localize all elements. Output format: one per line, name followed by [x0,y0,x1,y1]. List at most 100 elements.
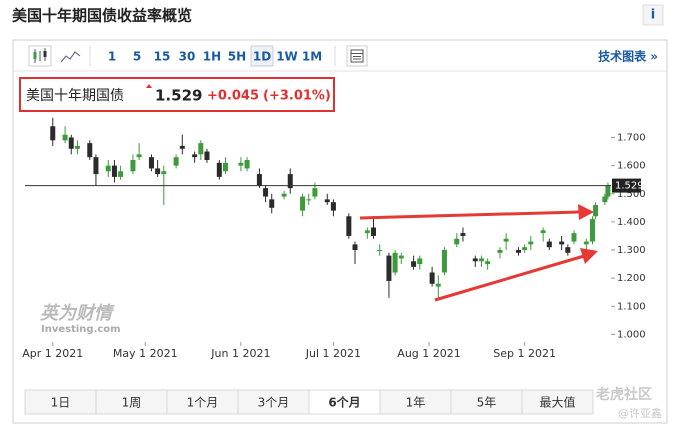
candle-body [460,233,466,236]
candle-body [478,258,484,262]
candle-body [485,261,491,265]
candle-body [497,250,503,253]
interval-bar: 1 5 15 30 1H 5H 1D 1W 1M [108,45,322,67]
candle-body [216,162,222,177]
candle-body [392,252,398,273]
candle-body [136,154,142,158]
candle-body [522,247,528,250]
candle-body [398,255,404,259]
candle-body [411,261,417,267]
candle-body [377,250,383,251]
x-tick-label: Jun 1 2021 [210,347,270,360]
candle-body [173,157,179,166]
range-tab-label: 5年 [477,396,497,410]
candle-body [435,283,441,287]
line-icon[interactable] [60,51,81,63]
candle-body [546,241,552,248]
candle-body [238,162,244,166]
candle-body [571,233,577,242]
candle-body [256,174,262,186]
interval[interactable]: 1 [108,50,116,64]
candle-body [441,250,447,273]
y-tick-label: 1.200 [617,273,646,284]
range-tab[interactable] [308,389,381,415]
candle-body [540,230,546,234]
interval[interactable]: 5H [228,50,246,64]
candle-body [346,216,352,236]
candle-body [161,171,167,175]
candle-body [68,137,74,149]
range-tab[interactable] [95,389,168,415]
last-price-tag [612,178,641,193]
candle-body [50,126,56,141]
candle-body [93,157,99,175]
range-tab-label: 1个月 [187,396,219,410]
candle-body [263,188,269,197]
candle-body [148,157,154,169]
overlay-site: 老虎社区 [596,386,652,403]
candle-body [204,151,210,160]
y-tick-label: 1.400 [617,217,646,228]
interval[interactable]: 1D [253,50,271,64]
table-icon[interactable] [346,45,368,67]
interval-selected [250,45,274,67]
candle-body [198,143,204,155]
y-tick-label: 1.700 [617,133,646,144]
range-tabs: 1日 1周 1个月 3个月 6个月 1年 5年 最大值 [24,389,594,415]
highlight-box [19,77,335,112]
range-tab-label: 6个月 [328,395,360,410]
instrument-name: 美国十年期国债 [26,88,124,104]
candle-body [192,154,198,158]
candle-body [130,160,136,172]
candle-body [472,258,478,262]
candle-body [87,143,93,158]
candle-icon[interactable] [28,45,52,67]
interval[interactable]: 5 [133,50,141,64]
range-tab-label: 1日 [51,396,71,410]
y-tick-label: 1.600 [617,161,646,172]
x-tick-label: Apr 1 2021 [22,347,83,360]
candle-body [269,199,275,208]
interval[interactable]: 1M [302,50,322,64]
range-tab[interactable] [521,389,594,415]
last-price-label: 1.529 [615,181,644,192]
tools-link[interactable]: 技术图表 » [598,49,658,64]
interval[interactable]: 1W [276,50,298,64]
watermark-sub: Investing.com [41,324,121,335]
up-arrow [146,84,152,88]
x-tick-label: Sep 1 2021 [493,347,556,360]
candle-body [111,165,117,177]
interval[interactable]: 30 [179,50,196,64]
interval[interactable]: 1H [203,50,221,64]
candle-body [454,238,460,245]
range-tab[interactable] [379,389,452,415]
candle-body [330,202,336,211]
interval[interactable]: 15 [154,50,171,64]
range-tab-label: 3个月 [258,396,290,410]
candle-body [565,247,571,253]
info-icon: i [651,8,655,23]
range-tab-label: 最大值 [539,395,575,410]
y-tick-label: 1.500 [617,189,646,200]
candle-body [528,241,534,245]
candle-body [306,199,312,201]
candle-body [602,196,608,203]
info-button[interactable] [642,4,664,26]
x-tick-label: Jul 1 2021 [305,347,361,360]
candle-body [300,196,306,211]
candle-body [287,174,293,189]
candle-body [179,145,185,149]
candle-body [74,145,80,149]
x-tick-label: Aug 1 2021 [397,347,460,360]
candle-body [312,188,318,197]
candle-body [593,205,599,217]
candle-body [605,185,611,197]
candle-body [364,230,370,234]
candle-body [503,238,509,242]
candle-body [583,241,589,245]
page-title: 美国十年期国债收益率概览 [12,7,192,25]
candle-body [515,250,521,253]
range-tab[interactable] [237,389,310,415]
